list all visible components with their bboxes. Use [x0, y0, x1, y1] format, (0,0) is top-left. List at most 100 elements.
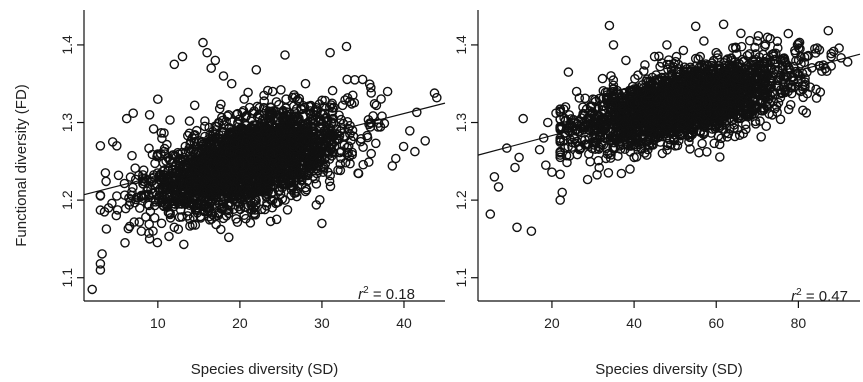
data-point [277, 154, 288, 165]
data-point [768, 51, 779, 62]
x-tick-label: 30 [314, 315, 330, 331]
data-point [284, 169, 294, 180]
data-point [198, 37, 208, 48]
data-point [223, 232, 234, 243]
data-point [376, 94, 386, 104]
data-point [189, 186, 199, 196]
axes-left: 10 20 30 401.11.21.31.4 [59, 10, 445, 331]
data-point [328, 147, 338, 158]
x-axis-label-left: Species diversity (SD) [191, 361, 339, 378]
data-point [275, 127, 286, 138]
data-point [181, 180, 192, 191]
data-point [834, 43, 844, 53]
data-point [560, 115, 571, 125]
data-point [794, 37, 805, 48]
data-point [817, 66, 827, 76]
y-axis-label-left: Functional diversity (FD) [13, 84, 30, 247]
data-point [584, 149, 594, 159]
data-point [606, 71, 616, 81]
data-point [750, 42, 760, 53]
data-point [229, 137, 240, 148]
data-point [177, 51, 188, 62]
data-point [329, 102, 339, 113]
data-point [357, 74, 368, 85]
data-point [199, 121, 210, 132]
data-point [311, 200, 322, 210]
data-point [377, 111, 387, 121]
data-point [597, 73, 608, 84]
data-point [315, 122, 326, 133]
data-point [299, 102, 310, 113]
data-point [283, 124, 293, 134]
data-point [112, 191, 122, 201]
data-point [338, 118, 349, 129]
data-point [189, 136, 199, 147]
data-point [129, 217, 139, 227]
data-point [268, 174, 279, 185]
data-point [191, 179, 201, 190]
data-point [147, 149, 158, 160]
x-tick-label: 40 [396, 315, 412, 331]
data-point [326, 100, 337, 110]
data-point [254, 102, 265, 113]
data-point [310, 110, 321, 120]
data-point [318, 109, 328, 120]
data-point [253, 148, 264, 158]
data-point [267, 195, 278, 205]
data-point [285, 178, 295, 188]
data-point [642, 150, 652, 160]
data-point [277, 113, 288, 124]
data-point [617, 104, 628, 114]
data-point [562, 157, 572, 168]
data-point [280, 195, 290, 205]
data-point [775, 92, 786, 103]
data-point [783, 28, 794, 39]
r-squared-label-left: r2 = 0.18 [358, 285, 415, 303]
data-point [390, 153, 401, 164]
data-point [95, 258, 106, 269]
data-point [279, 178, 290, 188]
data-point [387, 161, 398, 171]
data-point [582, 174, 593, 185]
data-point [310, 115, 321, 125]
data-point [246, 114, 257, 124]
data-point [268, 114, 278, 125]
data-point [296, 179, 307, 190]
data-point [702, 146, 712, 157]
data-point [199, 150, 210, 160]
data-point [95, 265, 106, 275]
data-point [209, 177, 220, 188]
data-point [165, 213, 176, 223]
data-point [353, 168, 363, 178]
data-point [324, 176, 335, 187]
data-point [749, 109, 760, 119]
data-point [636, 143, 646, 153]
data-point [234, 160, 245, 170]
x-tick-label: 20 [232, 315, 248, 331]
data-point [178, 167, 188, 178]
data-point [618, 132, 629, 143]
data-point [259, 90, 269, 101]
data-point [231, 213, 241, 224]
data-point [224, 147, 235, 158]
data-point [277, 106, 288, 117]
data-point [342, 142, 352, 153]
data-point [172, 179, 183, 189]
data-point [288, 168, 299, 179]
data-point [244, 124, 254, 135]
data-point [312, 160, 323, 170]
data-point [272, 164, 283, 174]
data-point [753, 30, 764, 41]
data-point [121, 113, 132, 124]
data-point [370, 138, 381, 149]
data-point [685, 144, 695, 154]
data-point [214, 130, 224, 140]
data-point [286, 156, 297, 167]
data-point [87, 284, 97, 295]
data-point [251, 65, 262, 75]
y-tick-label: 1.3 [59, 113, 75, 133]
data-point [189, 130, 199, 141]
data-point [225, 200, 236, 211]
data-point [165, 115, 175, 125]
data-point [783, 104, 794, 115]
